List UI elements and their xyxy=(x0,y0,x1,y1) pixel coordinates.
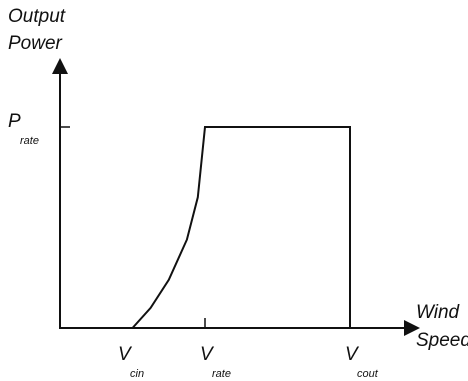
x-tick-label-v-cin: V xyxy=(118,344,133,365)
x-tick-label-v-cout: V xyxy=(345,344,360,365)
x-tick-label-v-rate: V xyxy=(200,344,215,365)
x-axis-title-line-2: Speed xyxy=(416,330,468,351)
y-tick-label-p: P xyxy=(8,111,21,132)
y-axis-title-line-1: Output xyxy=(8,6,66,27)
x-axis-title-line-1: Wind xyxy=(416,302,461,323)
x-tick-label-v-rate-sub: rate xyxy=(212,368,231,380)
y-axis-title-line-2: Power xyxy=(8,33,63,54)
power-curve-line xyxy=(131,126,351,329)
y-tick-label-p-sub: rate xyxy=(20,135,39,147)
x-tick-label-v-cin-sub: cin xyxy=(130,368,144,380)
x-tick-label-v-cout-sub: cout xyxy=(357,368,379,380)
